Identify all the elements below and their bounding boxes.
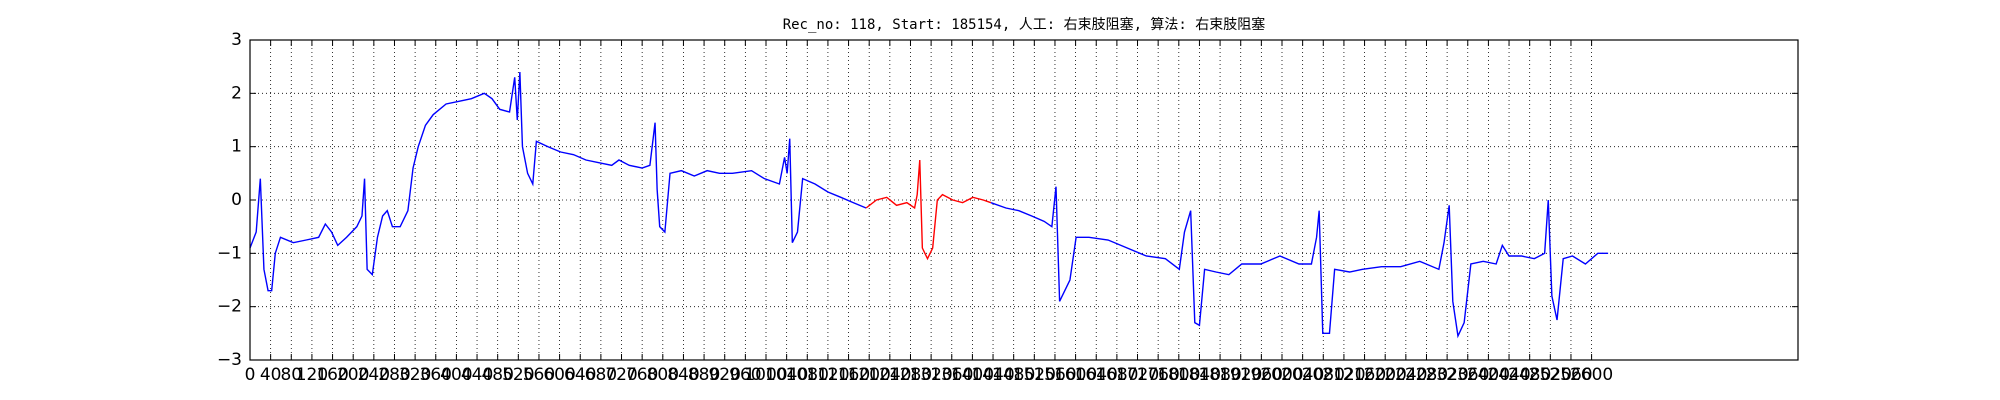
x-tick-label: 640 xyxy=(564,365,596,385)
x-tick-label: 1600 xyxy=(1054,365,1097,385)
x-tick-label: 2360 xyxy=(1446,365,1489,385)
x-tick-label: 1880 xyxy=(1198,365,1241,385)
x-tick-label: 2240 xyxy=(1384,365,1427,385)
x-tick-label: 1640 xyxy=(1075,365,1118,385)
x-tick-label: 520 xyxy=(502,365,534,385)
x-tick-label: 1920 xyxy=(1219,365,1262,385)
x-tick-label: 1360 xyxy=(930,365,973,385)
x-tick-label: 2080 xyxy=(1302,365,1345,385)
plot-frame xyxy=(249,39,1799,361)
x-tick-label: 1160 xyxy=(827,365,870,385)
x-tick-label: 0 xyxy=(245,365,256,385)
x-tick-label: 2520 xyxy=(1529,365,1572,385)
x-tick-label: 1080 xyxy=(786,365,829,385)
x-tick-label: 800 xyxy=(647,365,679,385)
x-tick-label: 2000 xyxy=(1260,365,1303,385)
x-tick-label: 1520 xyxy=(1013,365,1056,385)
x-tick-label: 1800 xyxy=(1157,365,1200,385)
x-tick-label: 760 xyxy=(626,365,658,385)
x-tick-label: 2160 xyxy=(1343,365,1386,385)
x-tick-label: 1240 xyxy=(868,365,911,385)
x-tick-label: 1480 xyxy=(992,365,1035,385)
x-tick-label: 1000 xyxy=(744,365,787,385)
x-tick-label: 1400 xyxy=(951,365,994,385)
x-tick-label: 720 xyxy=(605,365,637,385)
x-tick-label: 560 xyxy=(523,365,555,385)
x-tick-label: 2280 xyxy=(1405,365,1448,385)
x-tick-label: 120 xyxy=(296,365,328,385)
x-tick-label: 40 xyxy=(260,365,282,385)
y-tick-label: −2 xyxy=(217,297,242,317)
x-tick-label: 2200 xyxy=(1364,365,1407,385)
x-tick-label: 920 xyxy=(708,365,740,385)
x-tick-label: 80 xyxy=(280,365,302,385)
x-tick-label: 480 xyxy=(481,365,513,385)
y-tick-label: 2 xyxy=(231,83,242,103)
x-tick-label: 2320 xyxy=(1425,365,1468,385)
x-tick-label: 1560 xyxy=(1033,365,1076,385)
x-tick-label: 160 xyxy=(316,365,348,385)
x-tick-label: 440 xyxy=(461,365,493,385)
x-tick-label: 1680 xyxy=(1095,365,1138,385)
x-tick-label: 1200 xyxy=(848,365,891,385)
chart-title: Rec_no: 118, Start: 185154, 人工: 右束肢阻塞, 算… xyxy=(783,16,1266,33)
x-tick-label: 1960 xyxy=(1240,365,1283,385)
y-tick-label: −3 xyxy=(217,350,242,370)
x-tick-label: 2600 xyxy=(1570,365,1613,385)
x-tick-label: 840 xyxy=(667,365,699,385)
x-tick-label: 2120 xyxy=(1322,365,1365,385)
x-tick-label: 1760 xyxy=(1137,365,1180,385)
x-tick-label: 2440 xyxy=(1487,365,1530,385)
x-tick-label: 1040 xyxy=(765,365,808,385)
y-tick-label: −1 xyxy=(217,243,242,263)
x-tick-label: 1120 xyxy=(806,365,849,385)
x-tick-label: 1840 xyxy=(1178,365,1221,385)
x-tick-label: 1280 xyxy=(889,365,932,385)
x-tick-label: 200 xyxy=(337,365,369,385)
x-tick-label: 600 xyxy=(543,365,575,385)
x-tick-label: 1320 xyxy=(909,365,952,385)
series-line xyxy=(990,186,1609,339)
y-tick-label: 1 xyxy=(231,137,242,157)
x-tick-label: 360 xyxy=(420,365,452,385)
x-tick-label: 400 xyxy=(440,365,472,385)
x-tick-label: 680 xyxy=(585,365,617,385)
series-line xyxy=(249,71,867,292)
series-line xyxy=(865,159,992,261)
x-tick-label: 960 xyxy=(729,365,761,385)
x-tick-label: 1720 xyxy=(1116,365,1159,385)
x-tick-label: 2400 xyxy=(1467,365,1510,385)
x-tick-label: 2040 xyxy=(1281,365,1324,385)
y-tick-label: 3 xyxy=(231,30,242,50)
x-tick-label: 1440 xyxy=(971,365,1014,385)
x-tick-label: 2560 xyxy=(1549,365,1592,385)
x-tick-label: 280 xyxy=(378,365,410,385)
x-tick-label: 320 xyxy=(399,365,431,385)
y-tick-label: 0 xyxy=(231,190,242,210)
x-tick-label: 2480 xyxy=(1508,365,1551,385)
x-tick-label: 880 xyxy=(688,365,720,385)
x-tick-label: 240 xyxy=(358,365,390,385)
